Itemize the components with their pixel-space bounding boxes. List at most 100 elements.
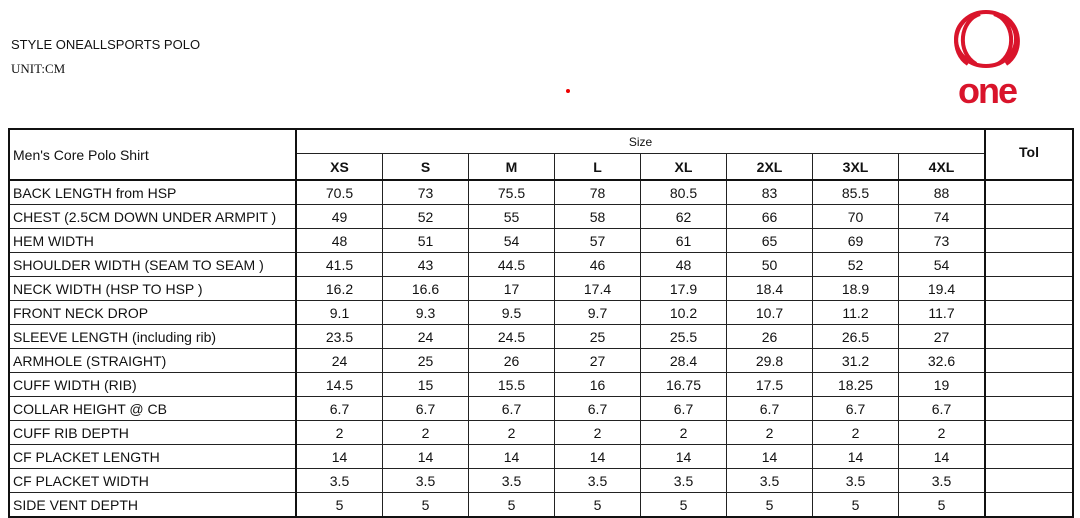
measurement-value: 6.7 [812, 396, 899, 421]
table-row: HEM WIDTH 48 51 54 57 61 65 69 73 [8, 228, 1074, 253]
measurement-value: 55 [468, 204, 555, 229]
measurement-value: 9.5 [468, 300, 555, 325]
measurement-value: 88 [898, 179, 986, 205]
measurement-value: 54 [898, 252, 986, 277]
size-xs: XS [295, 153, 383, 181]
measurement-value: 11.7 [898, 300, 986, 325]
table-row: BACK LENGTH from HSP 70.5 73 75.5 78 80.5 83 85… [8, 179, 1074, 205]
measurement-value: 17.9 [640, 276, 727, 301]
measurement-value: 16.75 [640, 372, 727, 397]
measurement-value: 14 [554, 444, 641, 469]
measurement-value: 14 [640, 444, 727, 469]
measurement-label: CHEST (2.5CM DOWN UNDER ARMPIT ) [8, 204, 297, 229]
measurement-value: 10.7 [726, 300, 813, 325]
measurement-value: 51 [382, 228, 469, 253]
measurement-label: COLLAR HEIGHT @ CB [8, 396, 297, 421]
table-row: CHEST (2.5CM DOWN UNDER ARMPIT ) 49 52 55 58… [8, 204, 1074, 229]
measurement-label: SIDE VENT DEPTH [8, 492, 297, 518]
table-row: SLEEVE LENGTH (including rib) 23.5 24 24.5 2… [8, 324, 1074, 349]
measurement-value: 9.3 [382, 300, 469, 325]
measurement-label: ARMHOLE (STRAIGHT) [8, 348, 297, 373]
measurement-value: 6.7 [468, 396, 555, 421]
measurement-value: 44.5 [468, 252, 555, 277]
measurement-value: 3.5 [812, 468, 899, 493]
table-row: NECK WIDTH (HSP TO HSP ) 16.2 16.6 17 17.4 17… [8, 276, 1074, 301]
measurement-value: 61 [640, 228, 727, 253]
measurement-value: 14 [468, 444, 555, 469]
measurement-value: 14 [898, 444, 986, 469]
measurement-value: 3.5 [382, 468, 469, 493]
measurement-value: 41.5 [295, 252, 383, 277]
measurement-value: 5 [640, 492, 727, 518]
measurement-value: 62 [640, 204, 727, 229]
table-row: SIDE VENT DEPTH 5 5 5 5 5 5 5 5 [8, 492, 1074, 518]
size-chart-table: Men's Core Polo Shirt Size Tol XS S M L XL 2X… [8, 128, 1074, 518]
measurement-value: 3.5 [468, 468, 555, 493]
measurement-value: 25 [382, 348, 469, 373]
measurement-value: 9.1 [295, 300, 383, 325]
measurement-value: 70.5 [295, 179, 383, 205]
measurement-value: 49 [295, 204, 383, 229]
tolerance-cell [984, 204, 1074, 229]
measurement-value: 17 [468, 276, 555, 301]
measurement-value: 14 [726, 444, 813, 469]
measurement-value: 15.5 [468, 372, 555, 397]
table-row: ARMHOLE (STRAIGHT) 24 25 26 27 28.4 29.8 31.2 32… [8, 348, 1074, 373]
one-logo: one [940, 6, 1035, 111]
measurement-value: 5 [898, 492, 986, 518]
measurement-value: 27 [554, 348, 641, 373]
measurement-value: 50 [726, 252, 813, 277]
measurement-value: 16 [554, 372, 641, 397]
measurement-value: 6.7 [295, 396, 383, 421]
measurement-label: CF PLACKET LENGTH [8, 444, 297, 469]
measurement-value: 2 [726, 420, 813, 445]
measurement-value: 65 [726, 228, 813, 253]
tolerance-cell [984, 492, 1074, 518]
table-row: CUFF WIDTH (RIB) 14.5 15 15.5 16 16.75 17.5 18.… [8, 372, 1074, 397]
table-row: CUFF RIB DEPTH 2 2 2 2 2 2 2 2 [8, 420, 1074, 445]
size-2xl: 2XL [726, 153, 813, 181]
table-row: COLLAR HEIGHT @ CB 6.7 6.7 6.7 6.7 6.7 6.7 6.7 6… [8, 396, 1074, 421]
measurement-label: CUFF RIB DEPTH [8, 420, 297, 445]
size-3xl: 3XL [812, 153, 899, 181]
unit-label: UNIT:CM [11, 61, 66, 76]
table-row: FRONT NECK DROP 9.1 9.3 9.5 9.7 10.2 10.7 11.2 1… [8, 300, 1074, 325]
measurement-value: 23.5 [295, 324, 383, 349]
measurement-value: 25.5 [640, 324, 727, 349]
measurement-value: 29.8 [726, 348, 813, 373]
tolerance-cell [984, 348, 1074, 373]
measurement-value: 3.5 [640, 468, 727, 493]
measurement-value: 6.7 [898, 396, 986, 421]
red-dot [566, 89, 570, 93]
measurement-label: SHOULDER WIDTH (SEAM TO SEAM ) [8, 252, 297, 277]
measurement-label: BACK LENGTH from HSP [8, 179, 297, 205]
measurement-value: 2 [554, 420, 641, 445]
tolerance-cell [984, 420, 1074, 445]
tolerance-cell [984, 276, 1074, 301]
size-m: M [468, 153, 555, 181]
measurement-value: 18.9 [812, 276, 899, 301]
measurement-value: 75.5 [468, 179, 555, 205]
measurement-value: 18.4 [726, 276, 813, 301]
measurement-label: SLEEVE LENGTH (including rib) [8, 324, 297, 349]
measurement-value: 19.4 [898, 276, 986, 301]
measurement-value: 9.7 [554, 300, 641, 325]
measurement-value: 48 [295, 228, 383, 253]
measurement-value: 69 [812, 228, 899, 253]
measurement-value: 78 [554, 179, 641, 205]
measurement-value: 16.2 [295, 276, 383, 301]
tolerance-cell [984, 468, 1074, 493]
measurement-value: 6.7 [554, 396, 641, 421]
measurement-value: 57 [554, 228, 641, 253]
measurement-value: 3.5 [554, 468, 641, 493]
size-4xl: 4XL [898, 153, 986, 181]
measurement-label: NECK WIDTH (HSP TO HSP ) [8, 276, 297, 301]
measurement-value: 6.7 [726, 396, 813, 421]
measurement-value: 15 [382, 372, 469, 397]
measurement-value: 14.5 [295, 372, 383, 397]
size-xl: XL [640, 153, 727, 181]
measurement-value: 10.2 [640, 300, 727, 325]
measurement-value: 66 [726, 204, 813, 229]
measurement-value: 11.2 [812, 300, 899, 325]
tolerance-cell [984, 396, 1074, 421]
